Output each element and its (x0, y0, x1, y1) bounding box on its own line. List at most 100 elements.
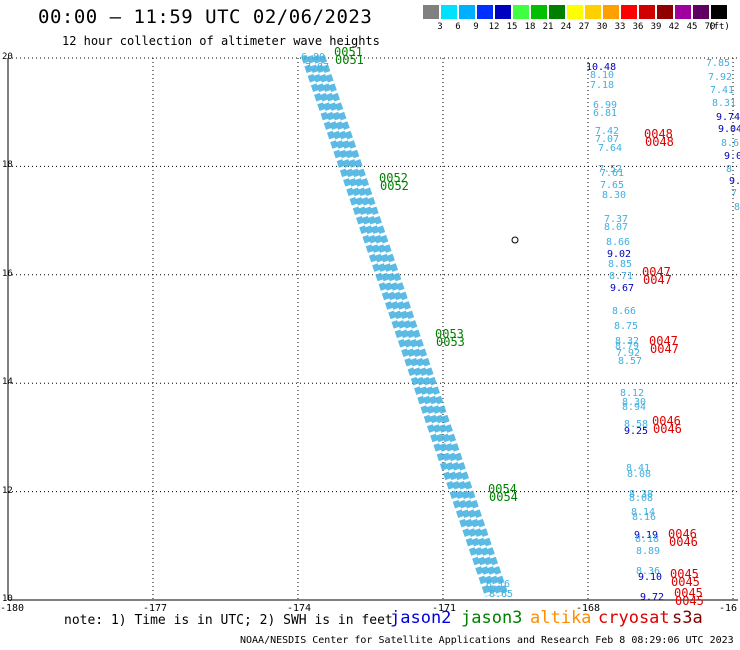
time-marker: 0046 (652, 414, 681, 428)
legend-swatch (711, 5, 727, 19)
track-value: 8.65 (489, 589, 513, 600)
wave-height-value: 8.6 (721, 138, 739, 149)
latitude-label: 10 (2, 594, 13, 604)
wave-height-value: 8.18 (635, 534, 659, 545)
time-marker: 0047 (643, 273, 672, 287)
wave-height-value: 8.71 (609, 271, 633, 282)
legend-swatch (585, 5, 601, 19)
time-marker: 0045 (675, 594, 704, 608)
legend-label: 27 (578, 22, 590, 32)
legend-swatch (567, 5, 583, 19)
satellite-jason2: jason2 (390, 608, 452, 628)
legend-swatch (459, 5, 475, 19)
time-marker: 0046 (669, 535, 698, 549)
longitude-label: -180 (0, 603, 25, 614)
wave-height-value: 7.92 (708, 72, 732, 83)
wave-height-value: 7.18 (590, 80, 614, 91)
wave-height-value: 7.64 (598, 143, 622, 154)
longitude-label: -177 (143, 603, 168, 614)
track-value: 8.16 (486, 579, 510, 590)
wave-height-value: 8.94 (622, 402, 646, 413)
wave-height-value: 8.08 (627, 469, 651, 480)
page-subtitle: 12 hour collection of altimeter wave hei… (62, 34, 380, 48)
latitude-label: 20 (2, 52, 13, 62)
track-band (319, 55, 509, 597)
legend-swatch (657, 5, 673, 19)
legend-swatch (621, 5, 637, 19)
wave-height-value: 8 (734, 202, 740, 213)
legend-swatch (549, 5, 565, 19)
wave-height-value: 8.66 (606, 237, 630, 248)
legend-label: 18 (524, 22, 536, 32)
time-marker: 0047 (642, 265, 671, 279)
track-band (301, 55, 491, 597)
time-marker: 0054 (488, 482, 517, 496)
wave-height-value: 8.31 (712, 98, 736, 109)
legend-label: 3 (437, 22, 443, 32)
legend-swatch (693, 5, 709, 19)
wave-height-value: 6.81 (593, 108, 617, 119)
wave-height-value: 10.48 (586, 62, 616, 73)
wave-height-value: 8.07 (604, 222, 628, 233)
longitude-label: -168 (576, 603, 601, 614)
page-title: 00:00 – 11:59 UTC 02/06/2023 (38, 6, 373, 28)
legend-swatch (513, 5, 529, 19)
time-marker: 0053 (436, 335, 465, 349)
legend-unit: (ft) (708, 22, 730, 32)
time-marker: 0046 (653, 422, 682, 436)
wave-height-value: 9.19 (634, 530, 658, 541)
wave-height-value: 9.72 (640, 592, 664, 603)
wave-height-value: 8.08 (629, 493, 653, 504)
wave-height-value: 8.85 (608, 259, 632, 270)
legend-label: 33 (614, 22, 626, 32)
wave-height-value: 7.41 (710, 85, 734, 96)
track-band (313, 55, 503, 597)
longitude-label: -16 (719, 603, 738, 614)
wave-height-value: 7.52 (598, 164, 622, 175)
wave-height-value: 9.25 (624, 426, 648, 437)
wave-height-value: 9. (729, 176, 740, 187)
time-marker: 0052 (379, 171, 408, 185)
wave-height-value: 8.30 (602, 190, 626, 201)
legend-label: 42 (668, 22, 680, 32)
time-marker: 0052 (380, 179, 409, 193)
legend-label: 24 (560, 22, 572, 32)
track-band (307, 55, 497, 597)
latitude-label: 18 (2, 160, 13, 171)
latitude-label: 16 (2, 268, 13, 279)
wave-height-value: 7.65 (600, 180, 624, 191)
wave-height-value: 8.57 (618, 356, 642, 367)
time-marker: 0054 (489, 490, 518, 504)
wave-height-value: 7.42 (595, 126, 619, 137)
time-marker: 0045 (674, 586, 703, 600)
wave-height-value: 7.61 (600, 168, 624, 179)
wave-height-value: 8.30 (622, 397, 646, 408)
wave-height-value: 8.32 (615, 336, 639, 347)
wave-height-value: 8.14 (631, 507, 655, 518)
latitude-label: 12 (2, 485, 13, 496)
legend-label: 70 (704, 22, 716, 32)
wave-height-value: 9.74 (716, 112, 740, 123)
wave-height-value: 9.0 (724, 151, 740, 162)
island-symbol (511, 236, 519, 244)
legend-label: 45 (686, 22, 698, 32)
legend-label: 6 (455, 22, 461, 32)
footer-note: note: 1) Time is in UTC; 2) SWH is in fe… (64, 613, 393, 628)
legend-swatch (477, 5, 493, 19)
time-marker: 0051 (335, 53, 364, 67)
wave-height-value: 7.07 (595, 134, 619, 145)
wave-height-value: 8 (726, 164, 732, 175)
time-marker: 0053 (435, 327, 464, 341)
satellite-cryosat: cryosat (598, 608, 670, 628)
legend-swatch (495, 5, 511, 19)
time-marker: 0051 (334, 45, 363, 59)
legend-label: 30 (596, 22, 608, 32)
wave-height-value: 9.67 (610, 283, 634, 294)
credit-line: NOAA/NESDIS Center for Satellite Applica… (240, 635, 734, 646)
legend-label: 21 (542, 22, 554, 32)
legend-swatch (675, 5, 691, 19)
longitude-label: -171 (432, 603, 457, 614)
time-marker: 0047 (649, 334, 678, 348)
wave-height-value: 7.85 (706, 58, 730, 69)
